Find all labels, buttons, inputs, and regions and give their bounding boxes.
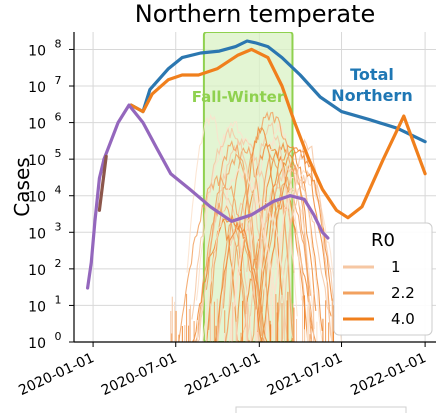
y-tick-label: 10 xyxy=(28,226,46,242)
y-tick-label: 10 xyxy=(28,190,46,206)
y-tick-exponent: 1 xyxy=(55,293,62,306)
country-trace xyxy=(232,125,283,342)
series-line-0 xyxy=(129,39,427,144)
y-tick-exponent: 0 xyxy=(55,330,62,343)
country-trace xyxy=(174,214,282,342)
chart-title: Northern temperate xyxy=(135,0,375,28)
total-northern-annotation: Total Northern xyxy=(331,65,412,105)
x-tick-label: 2020-01-01 xyxy=(16,350,97,399)
y-tick-label: 10 xyxy=(28,336,46,352)
country-trace xyxy=(216,219,267,342)
x-tick-label: 2020-07-01 xyxy=(99,350,180,399)
y-tick-label: 10 xyxy=(28,117,46,133)
y-tick-exponent: 2 xyxy=(55,257,62,270)
x-tick-label: 2021-07-01 xyxy=(265,350,346,399)
country-trace xyxy=(205,139,269,342)
country-trace xyxy=(208,152,262,336)
fall-winter-label: Fall-Winter xyxy=(192,88,285,106)
legend-title: R0 xyxy=(371,230,395,251)
series-line-2 xyxy=(102,103,330,240)
total-northern-label: Northern xyxy=(331,86,412,105)
series-line-3 xyxy=(86,157,106,290)
legend-box xyxy=(333,222,433,336)
y-tick-label: 10 xyxy=(28,263,46,279)
y-tick-label: 10 xyxy=(28,153,46,169)
country-trace xyxy=(255,141,317,311)
country-trace xyxy=(248,153,296,342)
x-tick-label: 2021-01-01 xyxy=(182,350,263,399)
country-trace xyxy=(271,174,325,342)
y-tick-exponent: 8 xyxy=(55,37,62,50)
country-trace xyxy=(197,167,290,342)
legend: R0 1 2.2 4.0 xyxy=(333,222,433,336)
y-tick-exponent: 7 xyxy=(55,74,62,87)
country-trace xyxy=(277,138,336,342)
y-tick-exponent: 3 xyxy=(55,220,62,233)
legend-label: 1 xyxy=(391,258,401,276)
legend-label: 2.2 xyxy=(391,284,415,302)
y-tick-exponent: 5 xyxy=(55,147,62,160)
total-northern-label: Total xyxy=(350,65,394,84)
y-tick-label: 10 xyxy=(28,80,46,96)
y-tick-exponent: 6 xyxy=(55,111,62,124)
series-line-1 xyxy=(129,47,427,220)
country-trace xyxy=(221,111,312,342)
x-tick-label: 2022-01-01 xyxy=(348,350,429,399)
country-trace xyxy=(252,169,347,342)
bottom-panel-edge xyxy=(235,406,407,413)
series-line-4 xyxy=(97,154,108,212)
y-tick-label: 10 xyxy=(28,43,46,59)
country-trace xyxy=(256,144,323,331)
y-tick-label: 10 xyxy=(28,299,46,315)
y-tick-exponent: 4 xyxy=(55,184,62,197)
y-axis-label: Cases xyxy=(10,157,34,216)
country-trace xyxy=(268,188,316,342)
country-trace xyxy=(246,121,295,273)
legend-label: 4.0 xyxy=(391,310,415,328)
